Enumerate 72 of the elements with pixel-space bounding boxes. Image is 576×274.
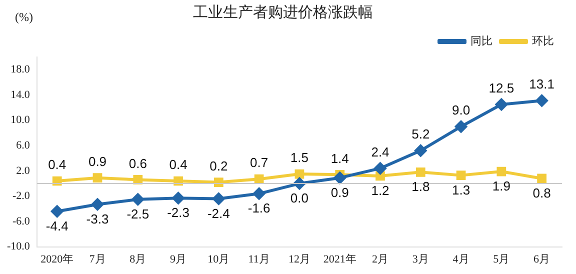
data-label: 2.4 [371, 144, 390, 160]
data-label: 1.5 [290, 150, 308, 166]
point [374, 162, 386, 174]
data-label: 1.9 [492, 178, 510, 194]
data-label: 1.2 [371, 183, 390, 198]
data-label: -1.6 [248, 200, 270, 216]
data-label: 0.4 [48, 157, 66, 172]
point [456, 170, 466, 180]
legend-label: 同比 [470, 34, 492, 48]
y-axis-title: (%) [15, 10, 33, 24]
point [537, 174, 546, 184]
data-label: 0.9 [330, 184, 349, 200]
data-label: 0.6 [128, 156, 147, 171]
x-tick-label: 3月 [412, 253, 429, 266]
y-tick-label: 2.0 [16, 164, 30, 177]
point [253, 188, 266, 200]
point [495, 98, 508, 110]
y-tick-label: -6.0 [12, 215, 30, 228]
point [92, 173, 102, 183]
point [416, 167, 426, 177]
x-tick-label: 7月 [89, 253, 106, 266]
point [212, 192, 225, 205]
data-label: 0.8 [532, 186, 551, 201]
x-tick-label: 5月 [493, 253, 510, 266]
x-tick-label: 8月 [130, 253, 146, 266]
data-label: 0.7 [250, 155, 268, 170]
point [496, 166, 506, 176]
data-label: 0.9 [88, 154, 107, 169]
x-tick-label: 11月 [248, 253, 270, 266]
data-label: 9.0 [452, 102, 470, 118]
data-label: 0.4 [169, 157, 188, 172]
point [92, 198, 104, 210]
chart-title: 工业生产者购进价格涨跌幅 [193, 2, 373, 21]
y-tick-label: -2.0 [12, 190, 30, 202]
data-label: -2.3 [167, 205, 190, 220]
y-tick-label: 10.0 [10, 114, 30, 126]
data-label: 1.4 [330, 150, 349, 166]
point [376, 171, 385, 181]
point [133, 175, 143, 184]
x-tick-label: 2021年 [323, 253, 356, 266]
x-tick-label: 9月 [170, 253, 187, 266]
point [132, 193, 144, 206]
x-tick-label: 2月 [372, 253, 388, 266]
x-tick-label: 2020年 [40, 253, 74, 266]
point [254, 174, 264, 184]
data-label: 12.5 [488, 80, 514, 96]
data-label: -2.5 [126, 206, 150, 222]
point [455, 120, 468, 133]
y-tick-label: 18.0 [10, 64, 30, 76]
data-label: 13.1 [529, 76, 554, 92]
y-tick-label: 6.0 [16, 139, 30, 152]
x-tick-label: 6月 [534, 253, 550, 266]
data-label: -4.4 [46, 218, 68, 234]
data-label: 1.8 [412, 179, 430, 194]
data-label: 0.0 [290, 190, 308, 206]
data-label: -3.3 [86, 211, 109, 226]
data-label: 5.2 [412, 126, 430, 142]
data-label: -2.4 [207, 206, 230, 221]
x-tick-label: 12月 [288, 253, 310, 266]
data-label: 1.3 [452, 182, 470, 198]
point [536, 94, 548, 107]
y-tick-label: -10.0 [6, 240, 30, 253]
point [51, 205, 64, 218]
x-tick-label: 4月 [452, 253, 470, 266]
point [172, 192, 184, 204]
point [414, 144, 427, 157]
legend-label: 环比 [532, 34, 554, 48]
point [334, 172, 346, 184]
data-label: 0.2 [210, 158, 228, 174]
y-tick-label: 14.0 [10, 88, 30, 101]
point [294, 169, 304, 179]
x-tick-label: 10月 [208, 253, 230, 266]
